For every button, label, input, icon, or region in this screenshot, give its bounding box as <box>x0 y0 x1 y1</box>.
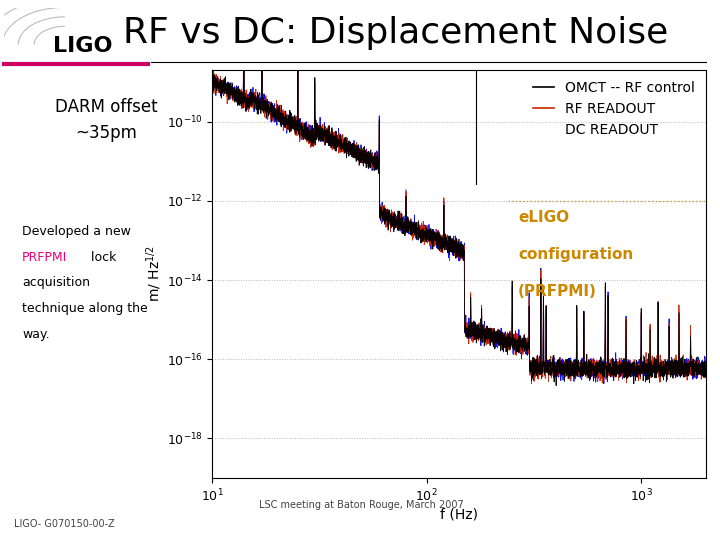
Y-axis label: m/ Hz$^{1/2}$: m/ Hz$^{1/2}$ <box>145 246 164 302</box>
Text: LSC meeting at Baton Rouge, March 2007: LSC meeting at Baton Rouge, March 2007 <box>259 500 464 510</box>
Text: PRFPMI: PRFPMI <box>22 251 68 264</box>
Text: acquisition: acquisition <box>22 276 90 289</box>
Text: lock: lock <box>87 251 117 264</box>
Text: technique along the: technique along the <box>22 302 148 315</box>
X-axis label: f (Hz): f (Hz) <box>440 507 478 521</box>
Legend: OMCT -- RF control, RF READOUT, DC READOUT: OMCT -- RF control, RF READOUT, DC READO… <box>528 77 698 141</box>
Text: RF vs DC: Displacement Noise: RF vs DC: Displacement Noise <box>123 16 669 50</box>
Text: LIGO: LIGO <box>53 36 113 56</box>
Text: way.: way. <box>22 328 50 341</box>
Text: ~35pm: ~35pm <box>76 124 137 142</box>
Text: (PRFPMI): (PRFPMI) <box>518 284 597 299</box>
Text: configuration: configuration <box>518 247 634 262</box>
Text: eLIGO: eLIGO <box>518 210 570 225</box>
Text: Developed a new: Developed a new <box>22 225 131 238</box>
Text: LIGO- G070150-00-Z: LIGO- G070150-00-Z <box>14 519 115 529</box>
Text: DARM offset: DARM offset <box>55 98 158 117</box>
